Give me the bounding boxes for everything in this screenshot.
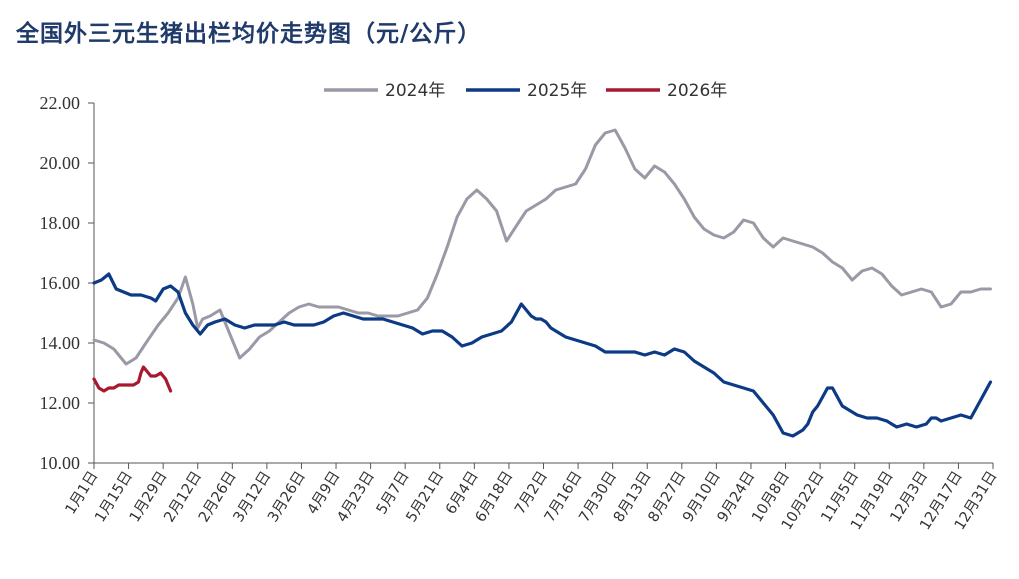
y-tick-label: 20.00 <box>40 153 81 173</box>
legend-label: 2025年 <box>527 81 587 101</box>
y-tick-label: 16.00 <box>40 273 81 293</box>
y-axis: 10.00 12.00 14.00 16.00 18.00 20.00 22.00 <box>40 93 95 473</box>
plot-area <box>92 128 993 438</box>
y-tick-label: 18.00 <box>40 213 81 233</box>
chart-title: 全国外三元生猪出栏均价走势图（元/公斤） <box>16 21 482 47</box>
y-tick-label: 14.00 <box>40 333 81 353</box>
y-tick-label: 10.00 <box>40 453 81 473</box>
y-tick-label: 12.00 <box>40 393 81 413</box>
legend: 2024年 2025年 2026年 <box>324 81 727 101</box>
series-line-2 <box>92 272 993 438</box>
x-axis: 1月1日1月15日1月29日2月12日2月26日3月12日3月26日4月9日4月… <box>63 462 1000 533</box>
series-line-1 <box>92 128 992 366</box>
legend-label: 2026年 <box>667 81 727 101</box>
y-tick-label: 22.00 <box>40 93 81 113</box>
legend-label: 2024年 <box>385 81 445 101</box>
series-line-3 <box>92 365 173 393</box>
